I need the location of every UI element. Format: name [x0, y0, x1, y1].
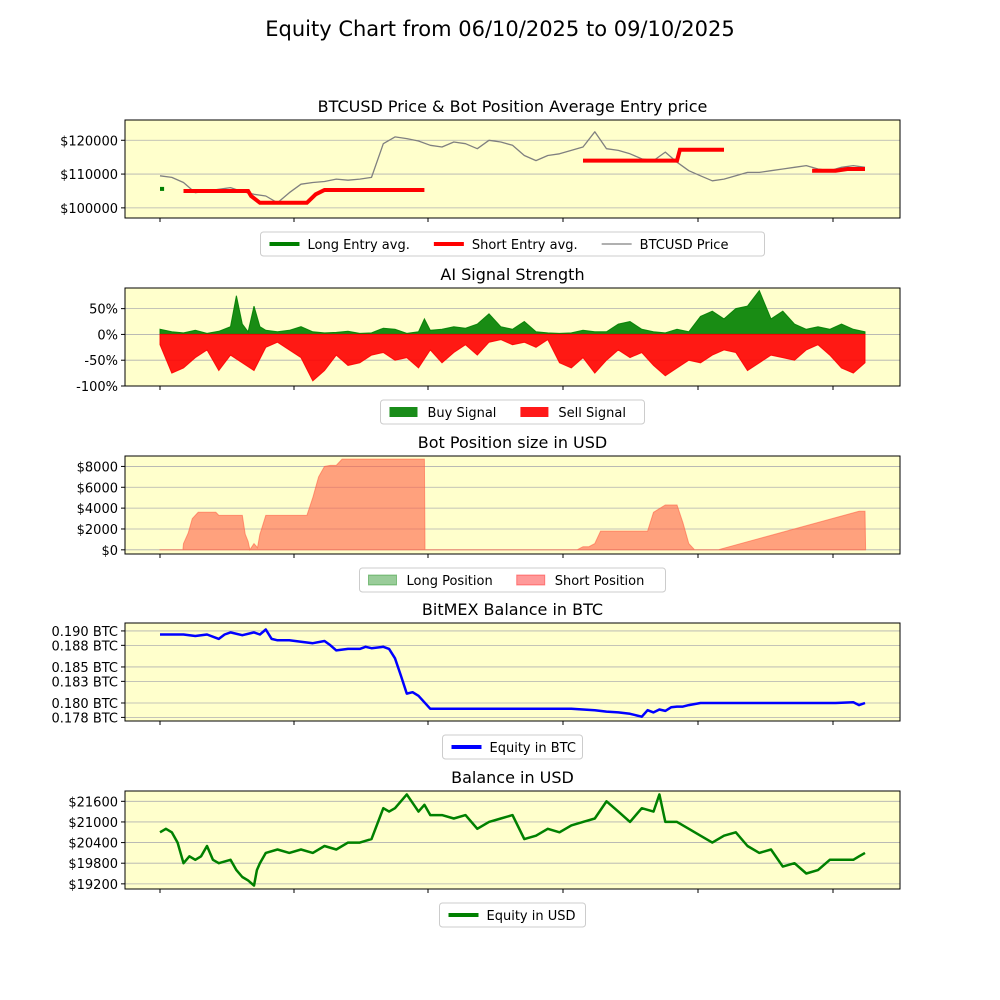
y-tick-label: $110000	[60, 168, 118, 183]
legend-btc: Equity in BTC	[442, 734, 583, 760]
series-group-usd	[159, 793, 866, 887]
panel-frame-price	[124, 119, 901, 219]
legend-entry-long-entry-avg-label: Long Entry avg.	[308, 238, 410, 253]
y-tick-label: $0	[101, 544, 118, 559]
figure-title: Equity Chart from 06/10/2025 to 09/10/20…	[265, 17, 735, 41]
legend-entry-equity-in-usd-label: Equity in USD	[487, 909, 576, 924]
y-tick-label: 50%	[89, 303, 118, 318]
legend-entry-short-entry-avg-label: Short Entry avg.	[472, 238, 578, 253]
series-short-entry-avg	[812, 167, 865, 173]
legend-entry-buy-signal-swatch	[389, 407, 418, 417]
series-short-position	[159, 458, 867, 552]
chart-title-price: BTCUSD Price & Bot Position Average Entr…	[318, 97, 708, 116]
y-tick-label: 0.180 BTC	[51, 697, 118, 712]
y-tick-label: 0.188 BTC	[51, 639, 118, 654]
y-tick-label: $4000	[77, 502, 118, 517]
legend-box	[442, 734, 583, 760]
chart-title-position: Bot Position size in USD	[418, 433, 607, 452]
legend-entry-btcusd-price-label: BTCUSD Price	[640, 238, 729, 253]
y-tick-label: $20400	[68, 837, 118, 852]
legend-position: Long Position Short Position	[359, 567, 666, 593]
legend-entry-buy-signal-label: Buy Signal	[428, 406, 497, 421]
series-short-entry-avg	[583, 147, 724, 163]
y-tick-label: $21600	[68, 795, 118, 810]
y-tick-label: 0.183 BTC	[51, 675, 118, 690]
y-tick-label: $19800	[68, 857, 118, 872]
panel-frame-btc	[124, 622, 901, 722]
legend-entry-short-position-label: Short Position	[555, 574, 645, 589]
y-tick-label: $21000	[68, 816, 118, 831]
legend-entry-long-position-label: Long Position	[407, 574, 493, 589]
y-tick-label: 0.185 BTC	[51, 661, 118, 676]
chart-panels: BTCUSD Price & Bot Position Average Entr…	[51, 97, 901, 928]
legend-usd: Equity in USD	[439, 902, 586, 928]
chart-title-usd: Balance in USD	[451, 768, 574, 787]
legend-box	[380, 399, 645, 425]
series-group-position	[159, 458, 867, 552]
y-tick-label: 0.190 BTC	[51, 625, 118, 640]
series-group-signal	[159, 289, 866, 382]
panel-background-price	[125, 120, 900, 218]
legend-box	[359, 567, 666, 593]
legend-entry-equity-in-btc-label: Equity in BTC	[490, 741, 576, 756]
series-sell-signal	[159, 333, 866, 382]
chart-position: Bot Position size in USD $0 $2000 $4000 $600…	[77, 433, 901, 593]
y-tick-label: $2000	[77, 523, 118, 538]
panel-frame-position	[124, 455, 901, 555]
series-equity-in-btc	[160, 628, 866, 718]
y-tick-label: $19200	[68, 878, 118, 893]
legend-entry-sell-signal-swatch	[520, 407, 549, 417]
series-group-btc	[160, 628, 866, 718]
chart-title-btc: BitMEX Balance in BTC	[422, 600, 603, 619]
panel-frame-usd	[124, 790, 901, 890]
y-tick-label: -50%	[84, 354, 118, 369]
panel-background-btc	[125, 623, 900, 721]
y-tick-label: 0.178 BTC	[51, 711, 118, 726]
y-tick-label: -100%	[76, 380, 118, 395]
legend-entry-short-position-swatch	[516, 574, 546, 586]
legend-entry-long-position-swatch	[368, 574, 397, 586]
panel-frame-signal	[124, 287, 901, 387]
legend-box	[439, 902, 586, 928]
legend-entry-sell-signal-label: Sell Signal	[558, 406, 626, 421]
y-tick-label: $8000	[77, 460, 118, 475]
series-equity-in-usd	[159, 793, 866, 887]
legend-box	[260, 231, 765, 257]
chart-price: BTCUSD Price & Bot Position Average Entr…	[60, 97, 901, 257]
y-tick-label: $6000	[77, 481, 118, 496]
series-short-entry-avg	[183, 188, 425, 205]
y-tick-label: $100000	[60, 202, 118, 217]
legend-price: Long Entry avg. Short Entry avg. BTCUSD Pr…	[260, 231, 765, 257]
chart-signal: AI Signal Strength -100% -50% 0% 50% Buy Sign…	[76, 265, 901, 425]
chart-title-signal: AI Signal Strength	[440, 265, 584, 284]
y-tick-label: $120000	[60, 134, 118, 149]
chart-usd: Balance in USD $19200 $19800 $20400 $21000 $2…	[68, 768, 901, 928]
y-tick-label: 0%	[97, 328, 118, 343]
series-buy-signal	[159, 289, 866, 335]
series-group-price	[159, 131, 866, 205]
panel-background-usd	[125, 791, 900, 889]
legend-signal: Buy Signal Sell Signal	[380, 399, 645, 425]
